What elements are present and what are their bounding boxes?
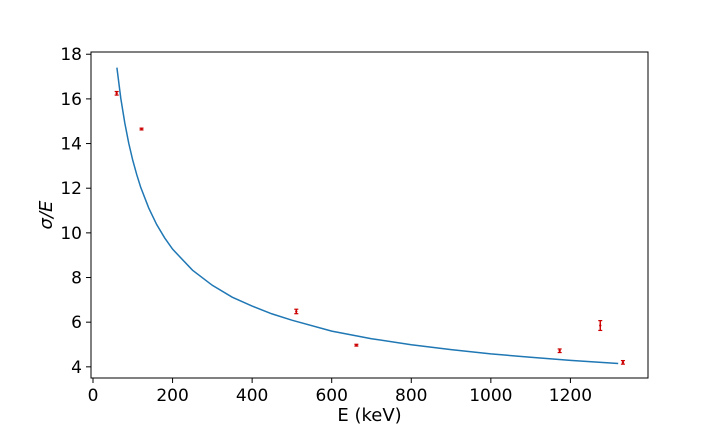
data-point-6 xyxy=(598,320,603,332)
x-axis-ticks: 0 200 400 600 800 1000 1200 xyxy=(88,378,592,406)
y-tick-label: 10 xyxy=(60,224,82,244)
point-marker xyxy=(355,343,358,347)
x-tick-label: 200 xyxy=(156,386,188,406)
data-point-1 xyxy=(114,90,119,96)
point-marker xyxy=(558,349,561,352)
x-tick-label: 1200 xyxy=(549,386,592,406)
x-tick-label: 0 xyxy=(88,386,99,406)
data-point-7 xyxy=(620,359,625,365)
y-tick-label: 18 xyxy=(60,45,82,65)
point-marker xyxy=(599,324,602,327)
point-marker xyxy=(295,310,298,313)
y-axis-ticks: 4 6 8 10 12 14 16 18 xyxy=(60,45,91,378)
fit-curve-line xyxy=(116,67,619,365)
data-point-3 xyxy=(294,308,299,315)
plot-content xyxy=(114,67,625,365)
point-marker xyxy=(140,127,143,131)
y-tick-label: 4 xyxy=(71,358,82,378)
x-tick-label: 400 xyxy=(236,386,268,406)
y-tick-label: 8 xyxy=(71,269,82,289)
plot-frame xyxy=(90,51,649,379)
y-tick-label: 6 xyxy=(71,313,82,333)
data-point-5 xyxy=(557,348,562,354)
data-point-4 xyxy=(354,343,359,347)
point-marker xyxy=(115,92,118,95)
x-tick-label: 600 xyxy=(315,386,347,406)
y-tick-label: 16 xyxy=(60,90,82,110)
x-axis-title: E (keV) xyxy=(337,405,401,426)
point-marker xyxy=(621,361,625,364)
y-axis-title: σ/E xyxy=(36,200,57,229)
x-tick-label: 1000 xyxy=(469,386,512,406)
data-point-2 xyxy=(139,127,144,131)
x-tick-label: 800 xyxy=(395,386,427,406)
y-tick-label: 12 xyxy=(60,179,82,199)
y-tick-label: 14 xyxy=(60,135,82,155)
